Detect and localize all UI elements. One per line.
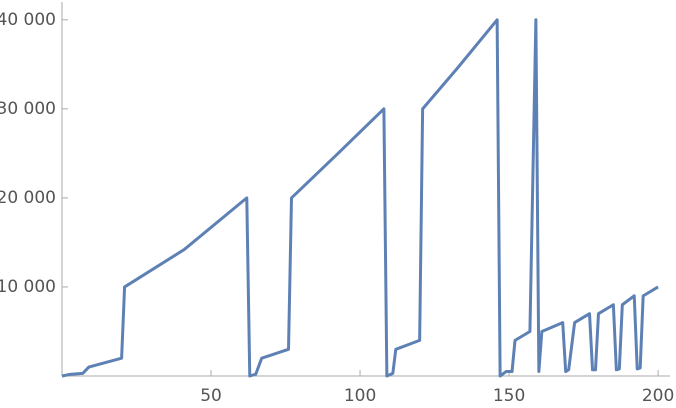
x-tick-label: 50 xyxy=(200,386,222,406)
x-tick-label: 200 xyxy=(642,386,674,406)
y-tick-label: 30 000 xyxy=(0,99,56,119)
y-tick-label: 40 000 xyxy=(0,10,56,30)
x-tick-label: 100 xyxy=(344,386,376,406)
y-tick-label: 10 000 xyxy=(0,277,56,297)
x-tick-label: 150 xyxy=(493,386,525,406)
data-line xyxy=(61,18,659,378)
y-tick-label: 20 000 xyxy=(0,188,56,208)
